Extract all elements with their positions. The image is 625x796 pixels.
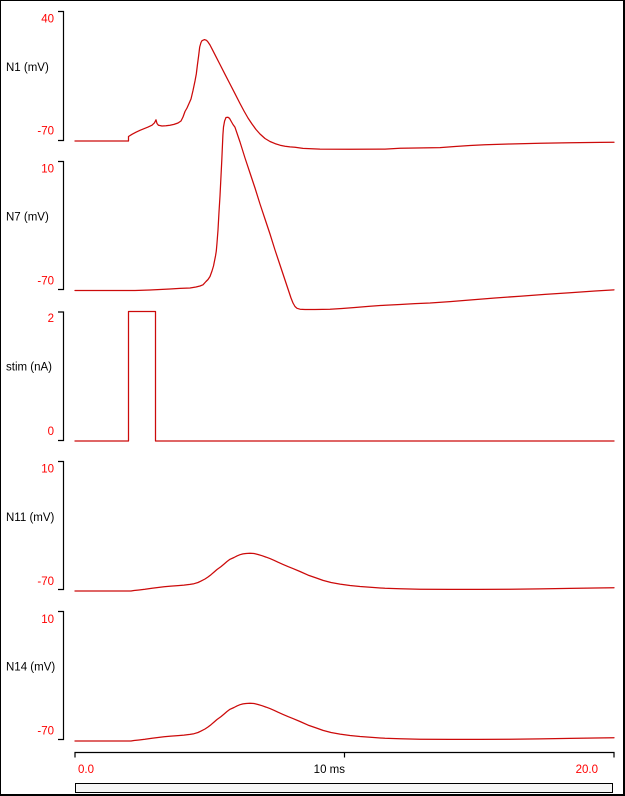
svg-text:-70: -70 <box>37 726 54 738</box>
svg-text:10: 10 <box>41 614 54 626</box>
svg-text:0.0: 0.0 <box>78 764 94 776</box>
svg-text:20.0: 20.0 <box>576 764 598 776</box>
svg-text:-70: -70 <box>37 576 54 588</box>
svg-text:10 ms: 10 ms <box>314 764 346 776</box>
svg-text:N14 (mV): N14 (mV) <box>6 662 55 674</box>
svg-text:stim (nA): stim (nA) <box>6 362 52 374</box>
svg-text:N1 (mV): N1 (mV) <box>6 62 49 74</box>
svg-text:10: 10 <box>41 464 54 476</box>
svg-text:10: 10 <box>41 164 54 176</box>
svg-text:2: 2 <box>48 313 54 325</box>
svg-text:N11 (mV): N11 (mV) <box>6 512 55 524</box>
svg-text:-70: -70 <box>37 126 54 138</box>
svg-text:N7 (mV): N7 (mV) <box>6 212 49 224</box>
svg-text:40: 40 <box>41 14 54 26</box>
svg-text:0: 0 <box>48 426 54 438</box>
svg-text:-70: -70 <box>37 276 54 288</box>
